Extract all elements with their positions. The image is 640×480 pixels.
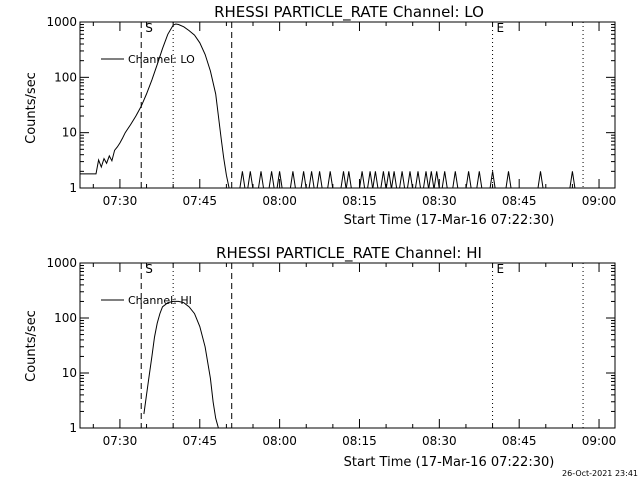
lo-panel-title: RHESSI PARTICLE_RATE Channel: LO xyxy=(214,3,484,22)
lo-y-tick-label: 1000 xyxy=(46,15,77,29)
lo-legend-label: Channel: LO xyxy=(128,53,195,66)
lo-spike xyxy=(428,171,435,189)
lo-spike xyxy=(327,171,334,189)
lo-spike xyxy=(391,171,398,189)
lo-marker-label: E xyxy=(497,21,505,35)
lo-y-tick-label: 1 xyxy=(69,181,77,195)
hi-x-tick-label: 08:45 xyxy=(502,434,537,448)
lo-x-axis-label: Start Time (17-Mar-16 07:22:30) xyxy=(344,213,555,228)
hi-legend-label: Channel: HI xyxy=(128,294,192,307)
hi-plot-frame xyxy=(79,262,616,429)
lo-spike xyxy=(372,171,379,189)
lo-series-line xyxy=(80,23,230,189)
lo-spike xyxy=(415,171,421,189)
lo-spike xyxy=(476,171,483,189)
lo-spike xyxy=(452,171,459,189)
lo-spike xyxy=(399,171,406,189)
lo-x-tick-label: 07:45 xyxy=(182,194,217,208)
hi-y-tick-label: 100 xyxy=(54,311,77,325)
lo-spike xyxy=(289,171,296,189)
hi-channel-panel: RHESSI PARTICLE_RATE Channel: HI Start T… xyxy=(24,244,616,470)
hi-plot-area: 1 10 100 1000 07:30 07:45 08:00 08:15 08:30 08:45… xyxy=(46,256,616,448)
lo-spike xyxy=(359,171,366,189)
lo-channel-panel: RHESSI PARTICLE_RATE Channel: LO Start T… xyxy=(24,3,616,228)
hi-x-tick-label: 07:45 xyxy=(182,434,217,448)
hi-marker-label: E xyxy=(497,262,505,276)
hi-y-axis-label: Counts/sec xyxy=(24,310,39,382)
hi-x-axis-label: Start Time (17-Mar-16 07:22:30) xyxy=(344,455,555,470)
lo-x-tick-label: 08:15 xyxy=(342,194,377,208)
lo-spike xyxy=(300,171,307,189)
hi-y-tick-label: 1 xyxy=(69,421,77,435)
lo-spike xyxy=(423,171,429,189)
hi-x-tick-label: 08:00 xyxy=(262,434,297,448)
lo-x-tick-label: 08:45 xyxy=(502,194,537,208)
lo-spike xyxy=(537,171,544,189)
hi-x-tick-label: 08:30 xyxy=(422,434,457,448)
lo-spike xyxy=(441,171,448,189)
lo-x-tick-label: 08:00 xyxy=(262,194,297,208)
lo-spike xyxy=(489,171,496,189)
hi-x-tick-label: 09:00 xyxy=(582,434,617,448)
lo-x-tick-label: 08:30 xyxy=(422,194,457,208)
lo-spike xyxy=(367,171,374,189)
lo-spike xyxy=(407,171,413,189)
lo-y-tick-label: 10 xyxy=(62,126,77,140)
lo-plot-area: 1 10 100 1000 07:30 07:45 08:00 08:15 08:30 08:45… xyxy=(46,15,616,208)
lo-spike xyxy=(308,171,315,189)
lo-spike xyxy=(276,171,283,189)
lo-spike xyxy=(380,171,387,189)
lo-spike xyxy=(258,171,264,189)
hi-y-tick-label: 10 xyxy=(62,366,77,380)
hi-marker-label: S xyxy=(145,262,153,276)
lo-y-axis-label: Counts/sec xyxy=(24,72,39,144)
lo-x-tick-label: 07:30 xyxy=(103,194,138,208)
lo-spike xyxy=(239,171,246,189)
lo-spike xyxy=(268,171,275,189)
lo-spike xyxy=(340,171,347,189)
lo-spike xyxy=(385,171,392,189)
lo-marker-label: S xyxy=(145,21,153,35)
hi-series-line xyxy=(143,300,219,429)
lo-spike xyxy=(465,171,472,189)
lo-spike xyxy=(247,171,254,189)
hi-x-tick-label: 07:30 xyxy=(103,434,138,448)
lo-y-tick-label: 100 xyxy=(54,70,77,84)
lo-plot-frame xyxy=(79,21,616,189)
lo-x-tick-label: 09:00 xyxy=(582,194,617,208)
lo-spike xyxy=(345,171,352,189)
lo-spike xyxy=(433,171,440,189)
hi-x-tick-label: 08:15 xyxy=(342,434,377,448)
lo-spike xyxy=(505,171,512,189)
hi-panel-title: RHESSI PARTICLE_RATE Channel: HI xyxy=(216,244,482,263)
lo-spike xyxy=(316,171,323,189)
hi-y-tick-label: 1000 xyxy=(46,256,77,270)
footer-timestamp: 26-Oct-2021 23:41 xyxy=(562,469,638,478)
lo-spike xyxy=(569,171,576,189)
